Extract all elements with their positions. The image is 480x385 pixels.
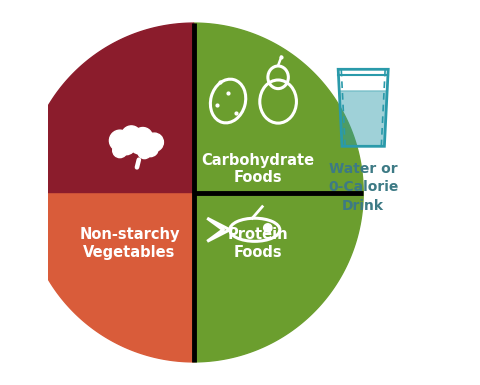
Text: Water or
0-Calorie
Drink: Water or 0-Calorie Drink [328,162,398,213]
Polygon shape [194,23,363,362]
Circle shape [121,126,141,146]
Circle shape [128,134,141,147]
Polygon shape [24,23,194,192]
Circle shape [143,141,158,157]
Circle shape [118,138,135,155]
FancyArrowPatch shape [137,160,139,167]
Circle shape [145,133,163,151]
Text: Non-starchy
Vegetables: Non-starchy Vegetables [79,227,180,259]
Circle shape [138,146,151,159]
Circle shape [109,130,131,151]
Circle shape [264,224,272,232]
Text: Protein
Foods: Protein Foods [228,227,288,259]
Polygon shape [339,91,387,146]
Circle shape [113,143,127,157]
Polygon shape [24,192,194,362]
Text: Carbohydrate
Foods: Carbohydrate Foods [202,152,315,185]
Circle shape [131,136,149,154]
Circle shape [133,127,153,147]
